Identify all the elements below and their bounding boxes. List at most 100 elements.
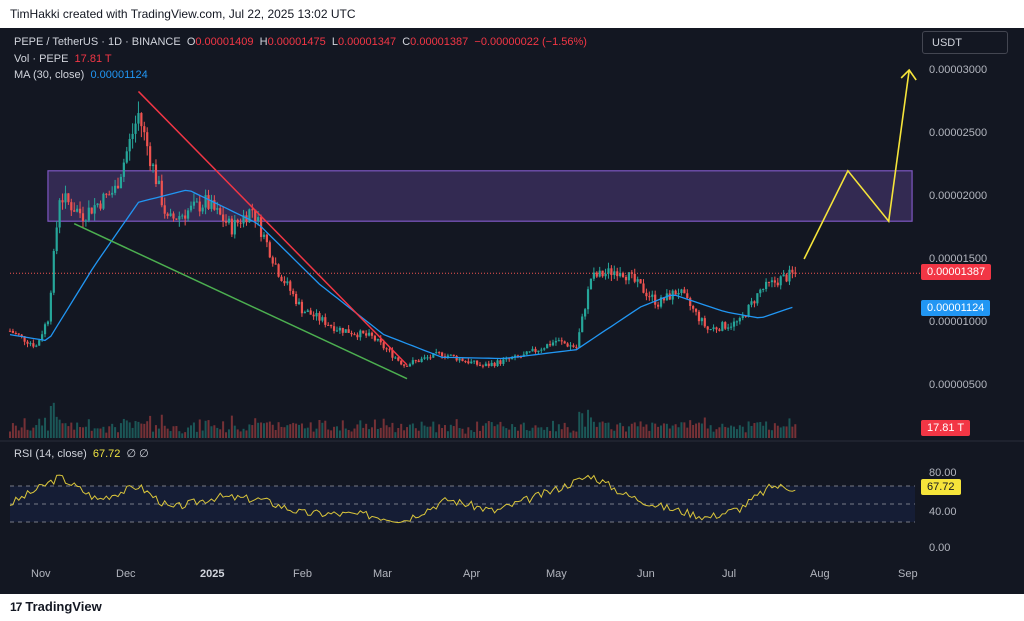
volume-bar: [689, 420, 692, 438]
time-tick: Mar: [373, 568, 392, 580]
chart-canvas[interactable]: [0, 28, 1024, 594]
volume-bar: [695, 423, 698, 438]
volume-bar: [411, 423, 414, 438]
ma-label: MA (30, close): [14, 69, 85, 81]
candle-body: [724, 322, 727, 329]
candle-body: [67, 193, 70, 203]
open-value: 0.00001409: [195, 36, 254, 48]
candle-body: [405, 365, 409, 367]
candle-body: [17, 333, 20, 335]
volume-bar: [420, 421, 423, 438]
volume-bar: [160, 414, 163, 438]
volume-bar: [654, 423, 657, 438]
volume-bar: [476, 421, 479, 438]
volume-bar: [181, 433, 184, 438]
volume-bar: [543, 429, 546, 438]
candle-body: [207, 195, 210, 209]
volume-bar: [601, 421, 604, 438]
volume-bar: [222, 421, 225, 438]
tradingview-logo[interactable]: 17 TradingView: [10, 599, 102, 614]
volume-bar: [283, 427, 286, 438]
volume-bar: [727, 427, 730, 438]
currency-button[interactable]: USDT: [922, 31, 1008, 54]
volume-bar: [452, 426, 455, 438]
candle-body: [394, 357, 397, 359]
candle-body: [794, 272, 797, 274]
candle-body: [113, 185, 117, 193]
candle-body: [376, 338, 379, 341]
candle-body: [727, 327, 730, 329]
candle-body: [455, 356, 458, 361]
candle-body: [300, 301, 304, 314]
volume-bar: [175, 426, 178, 438]
volume-bar: [738, 425, 741, 438]
volume-bar: [569, 432, 572, 438]
volume-bar: [592, 421, 595, 438]
candle-body: [791, 269, 794, 273]
high-value: 0.00001475: [267, 36, 326, 48]
candle-body: [154, 164, 158, 185]
volume-bar: [788, 418, 791, 438]
volume-bar: [184, 432, 187, 438]
volume-bar: [67, 426, 70, 438]
volume-tag: 17.81 T: [921, 420, 971, 436]
candle-body: [230, 218, 233, 235]
candle-body: [160, 180, 163, 206]
candle-body: [321, 317, 324, 321]
candle-body: [29, 343, 32, 345]
volume-bar: [347, 429, 350, 438]
volume-bar: [733, 426, 735, 438]
candle-body: [102, 193, 105, 209]
candle-body: [712, 327, 715, 330]
volume-bar: [227, 429, 230, 438]
candle-body: [677, 293, 680, 295]
candle-body: [172, 213, 175, 219]
candle-body: [382, 342, 385, 349]
rsi-tick: 0.00: [929, 542, 951, 554]
volume-bar: [493, 426, 496, 438]
candle-body: [257, 217, 260, 222]
volume-legend: Vol · PEPE 17.81 T: [14, 53, 112, 65]
candle-body: [268, 242, 271, 258]
volume-bar: [35, 425, 38, 438]
candle-body: [227, 218, 231, 223]
candle-body: [607, 268, 610, 274]
volume-bar: [146, 421, 149, 438]
volume-bar: [111, 423, 114, 438]
volume-label: Vol · PEPE: [14, 53, 69, 65]
volume-bar: [274, 429, 277, 438]
candle-body: [578, 332, 581, 348]
attribution-bar: TimHakki created with TradingView.com, J…: [0, 0, 1024, 28]
volume-bar: [613, 430, 616, 438]
candle-body: [788, 269, 791, 282]
volume-bar: [353, 428, 356, 438]
volume-bar: [312, 431, 315, 438]
volume-bar: [624, 431, 627, 438]
candle-body: [370, 332, 374, 336]
candle-body: [338, 327, 341, 331]
candle-body: [335, 330, 339, 332]
volume-bar: [198, 419, 201, 438]
candle-body: [367, 332, 371, 336]
resistance-zone: [47, 170, 913, 222]
candle-body: [490, 362, 493, 366]
rsi-visibility-icons[interactable]: ∅ ∅: [126, 448, 149, 460]
chart-panel[interactable]: PEPE / TetherUS · 1D · BINANCE O0.000014…: [0, 28, 1024, 594]
candle-body: [236, 219, 239, 223]
candle-body: [327, 324, 330, 326]
low-value: 0.00001347: [337, 36, 397, 48]
candle-body: [251, 209, 254, 211]
candle-body: [636, 279, 639, 282]
candle-body: [566, 343, 569, 347]
volume-bar: [546, 427, 549, 438]
volume-bar: [435, 432, 438, 438]
candle-body: [438, 352, 441, 354]
volume-bar: [773, 423, 776, 438]
candle-body: [146, 132, 149, 147]
candle-body: [584, 309, 587, 317]
candle-body: [32, 343, 35, 347]
volume-bar: [665, 423, 668, 438]
volume-bar: [26, 429, 29, 438]
time-tick: 2025: [200, 568, 225, 580]
